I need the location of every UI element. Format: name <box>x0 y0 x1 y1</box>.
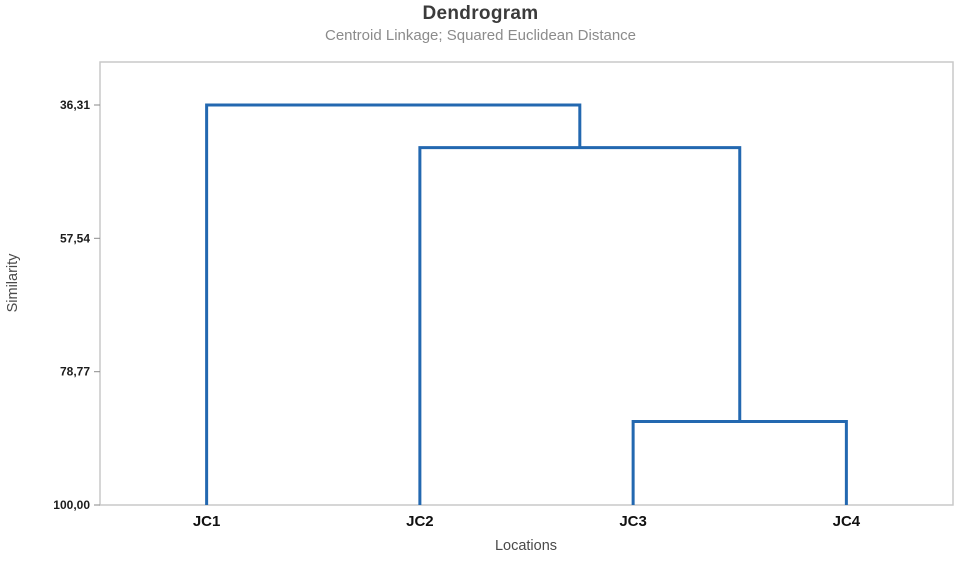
y-tick-label: 36,31 <box>60 98 90 112</box>
x-tick-label: JC4 <box>833 513 861 530</box>
dendrogram-link <box>205 103 582 505</box>
x-tick-label: JC3 <box>619 513 647 530</box>
y-tick-label: 78,77 <box>60 365 90 379</box>
y-axis-ticks <box>94 104 100 506</box>
y-tick-label: 57,54 <box>60 231 90 245</box>
dendrogram-links <box>205 103 848 505</box>
y-axis-tick-labels: 36,31 57,54 78,77 100,00 <box>53 98 90 512</box>
x-tick-label: JC2 <box>406 513 434 530</box>
x-axis-label: Locations <box>495 538 557 554</box>
chart-subtitle: Centroid Linkage; Squared Euclidean Dist… <box>324 27 637 44</box>
plot-area <box>99 61 954 506</box>
y-axis-label: Similarity <box>5 253 21 313</box>
y-tick-label: 100,00 <box>53 498 90 512</box>
chart-title: Dendrogram <box>422 3 539 24</box>
x-axis-leaf-labels: JC1 JC2 JC3 JC4 <box>193 513 861 530</box>
x-tick-label: JC1 <box>193 513 221 530</box>
